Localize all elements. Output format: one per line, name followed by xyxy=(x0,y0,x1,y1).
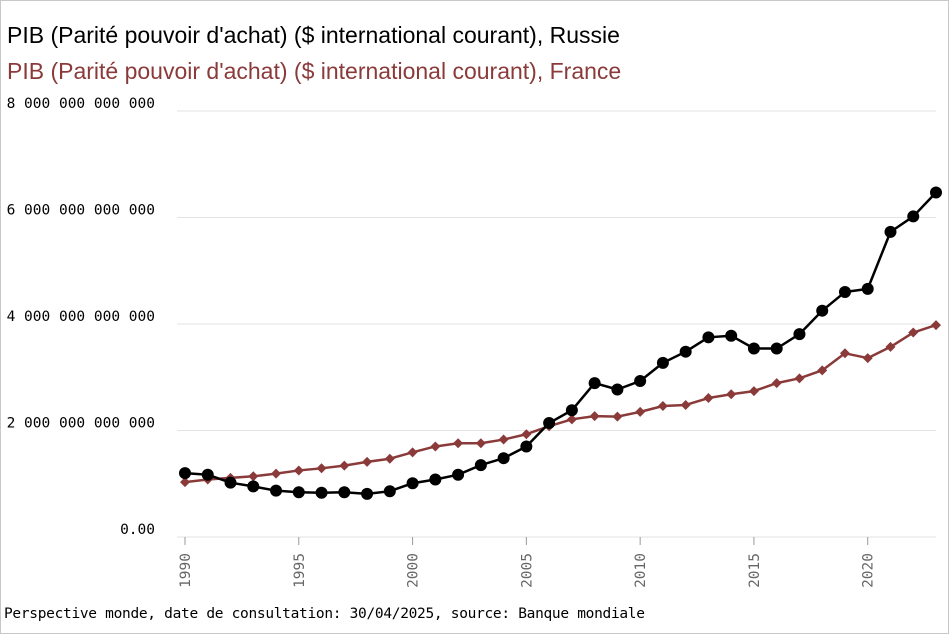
point-russie-2017 xyxy=(793,328,806,341)
point-france-2011 xyxy=(657,401,668,412)
point-france-1995 xyxy=(293,465,304,476)
y-tick-label-0: 0.00 xyxy=(120,522,155,538)
point-russie-2016 xyxy=(770,342,783,355)
point-russie-1992 xyxy=(224,476,237,489)
point-france-2004 xyxy=(498,434,509,445)
point-france-2012 xyxy=(680,399,691,410)
x-tick-label-1: 1995 xyxy=(292,553,308,588)
point-france-2015 xyxy=(748,386,759,397)
point-france-2000 xyxy=(407,447,418,458)
point-france-2019 xyxy=(839,348,850,359)
point-france-2002 xyxy=(453,438,464,449)
point-russie-2003 xyxy=(474,459,487,472)
x-tick-label-4: 2010 xyxy=(633,553,649,588)
point-france-2013 xyxy=(703,393,714,404)
point-russie-1995 xyxy=(292,486,305,499)
x-tick-label-6: 2020 xyxy=(861,553,877,588)
x-tick-label-3: 2005 xyxy=(519,553,535,588)
point-russie-2023 xyxy=(930,186,942,199)
point-france-2001 xyxy=(430,441,441,452)
point-russie-2014 xyxy=(725,329,738,342)
x-tick-label-0: 1990 xyxy=(178,553,194,588)
point-russie-2021 xyxy=(884,225,897,238)
point-france-2020 xyxy=(862,353,873,364)
point-france-1999 xyxy=(384,453,395,464)
point-russie-2007 xyxy=(565,404,578,417)
point-russie-2002 xyxy=(452,468,465,481)
point-russie-2019 xyxy=(838,286,851,299)
point-france-2009 xyxy=(612,411,623,422)
point-france-2018 xyxy=(817,365,828,376)
y-tick-label-2: 4 000 000 000 000 xyxy=(7,309,155,325)
point-france-2021 xyxy=(885,341,896,352)
point-russie-1999 xyxy=(383,485,396,498)
point-france-1990 xyxy=(180,477,190,488)
x-tick-label-5: 2015 xyxy=(747,553,763,588)
point-france-1998 xyxy=(362,456,373,467)
point-france-2007 xyxy=(566,414,577,425)
y-tick-label-4: 8 000 000 000 000 xyxy=(7,96,155,112)
point-russie-2008 xyxy=(588,377,601,390)
point-russie-2011 xyxy=(656,356,669,369)
point-russie-1991 xyxy=(201,468,214,481)
point-russie-2018 xyxy=(816,304,829,317)
point-france-2014 xyxy=(726,389,737,400)
point-france-2017 xyxy=(794,373,805,384)
point-russie-2001 xyxy=(429,473,442,486)
point-russie-2010 xyxy=(634,374,647,387)
point-russie-2005 xyxy=(520,440,533,453)
point-russie-1998 xyxy=(361,487,374,500)
point-russie-2004 xyxy=(497,452,510,465)
point-france-2016 xyxy=(771,378,782,389)
point-russie-1994 xyxy=(270,484,283,497)
point-france-1993 xyxy=(248,471,259,482)
x-tick-label-2: 2000 xyxy=(406,553,422,588)
point-russie-2006 xyxy=(543,417,556,430)
point-russie-2009 xyxy=(611,383,624,396)
series-line-russie xyxy=(184,191,937,496)
point-russie-1996 xyxy=(315,486,328,499)
point-russie-2022 xyxy=(907,210,920,223)
chart-title-france: PIB (Parité pouvoir d'achat) ($ internat… xyxy=(7,58,622,84)
point-russie-2020 xyxy=(861,282,874,295)
y-tick-label-1: 2 000 000 000 000 xyxy=(7,416,155,432)
point-france-2008 xyxy=(589,411,600,422)
point-russie-2015 xyxy=(747,342,760,355)
point-france-2003 xyxy=(475,438,486,449)
point-france-2005 xyxy=(521,429,532,440)
point-russie-2012 xyxy=(679,345,692,358)
chart-title-russie: PIB (Parité pouvoir d'achat) ($ internat… xyxy=(7,22,620,48)
series-line-france xyxy=(184,323,937,484)
point-france-2010 xyxy=(635,406,646,417)
point-france-1994 xyxy=(271,468,282,479)
point-france-1996 xyxy=(316,463,327,474)
point-russie-2000 xyxy=(406,477,419,490)
source-footer: Perspective monde, date de consultation:… xyxy=(4,606,645,622)
point-france-2022 xyxy=(908,327,919,338)
y-tick-label-3: 6 000 000 000 000 xyxy=(7,203,155,219)
point-russie-1997 xyxy=(338,486,351,499)
point-russie-1990 xyxy=(179,467,191,480)
point-france-2023 xyxy=(931,320,941,331)
point-russie-2013 xyxy=(702,331,715,344)
point-russie-1993 xyxy=(247,480,260,493)
point-france-1997 xyxy=(339,460,350,471)
